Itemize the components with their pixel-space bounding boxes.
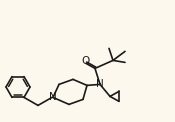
- Text: N: N: [96, 79, 104, 89]
- Text: O: O: [81, 56, 89, 66]
- Text: N: N: [49, 92, 57, 102]
